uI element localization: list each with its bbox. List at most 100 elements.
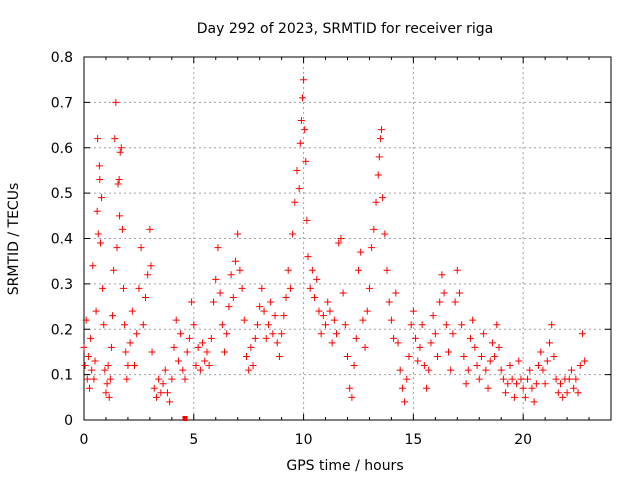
data-point	[376, 135, 384, 143]
data-point	[365, 284, 373, 292]
data-point	[499, 375, 507, 383]
data-point	[341, 321, 349, 329]
baseline-marker	[182, 416, 188, 421]
data-point	[445, 348, 453, 356]
data-point	[521, 393, 529, 401]
data-point	[495, 343, 503, 351]
data-point	[298, 94, 306, 102]
data-point	[221, 348, 229, 356]
data-point	[385, 298, 393, 306]
data-point	[486, 357, 494, 365]
data-point	[370, 225, 378, 233]
data-point	[458, 321, 466, 329]
data-point	[306, 284, 314, 292]
data-point	[466, 334, 474, 342]
data-point	[190, 321, 198, 329]
data-point	[116, 212, 124, 220]
data-point	[163, 389, 171, 397]
data-point	[147, 262, 155, 270]
data-point	[383, 266, 391, 274]
data-point	[548, 321, 556, 329]
data-point	[278, 330, 286, 338]
data-point	[271, 312, 279, 320]
data-point	[170, 343, 178, 351]
data-point	[429, 312, 437, 320]
data-point	[451, 298, 459, 306]
data-point	[361, 343, 369, 351]
data-point	[225, 303, 233, 311]
data-point	[423, 384, 431, 392]
data-point	[303, 216, 311, 224]
x-tick-label: 5	[189, 432, 198, 448]
data-point	[166, 398, 174, 406]
data-point	[126, 339, 134, 347]
data-point	[348, 393, 356, 401]
data-point	[392, 289, 400, 297]
data-point	[88, 366, 96, 374]
data-point	[354, 266, 362, 274]
data-point	[581, 357, 589, 365]
data-point	[258, 284, 266, 292]
data-point	[477, 352, 485, 360]
data-point	[469, 316, 477, 324]
y-tick-label: 0.8	[51, 50, 73, 66]
data-point	[157, 389, 165, 397]
y-axis-label: SRMTID / TECUs	[6, 183, 22, 296]
y-tick-label: 0.7	[51, 95, 73, 111]
data-point	[475, 375, 483, 383]
data-point	[401, 398, 409, 406]
data-point	[502, 389, 510, 397]
data-point	[115, 176, 123, 184]
data-point	[368, 244, 376, 252]
x-tick-label: 10	[295, 432, 313, 448]
data-point	[181, 375, 189, 383]
data-point	[440, 289, 448, 297]
data-point	[394, 339, 402, 347]
data-point	[152, 393, 160, 401]
data-point	[297, 117, 305, 125]
data-point	[526, 366, 534, 374]
data-point	[234, 230, 242, 238]
data-point	[462, 380, 470, 388]
data-point	[506, 362, 514, 370]
data-point	[174, 357, 182, 365]
data-point	[122, 348, 130, 356]
data-point	[436, 298, 444, 306]
data-point	[374, 171, 382, 179]
data-point	[104, 362, 112, 370]
data-point	[407, 321, 415, 329]
data-point	[275, 352, 283, 360]
data-point	[535, 362, 543, 370]
data-point	[352, 334, 360, 342]
data-point	[344, 352, 351, 360]
data-point	[346, 384, 354, 392]
data-point	[337, 235, 345, 242]
data-point	[493, 321, 501, 329]
data-point	[455, 289, 463, 297]
data-point	[381, 230, 389, 238]
data-point	[179, 366, 187, 374]
data-point	[148, 348, 156, 356]
data-point	[396, 366, 404, 374]
data-point	[322, 321, 330, 329]
data-point	[93, 207, 101, 215]
data-point	[532, 380, 540, 388]
data-point	[117, 144, 125, 152]
data-point	[98, 194, 106, 202]
data-point	[123, 375, 131, 383]
data-point	[412, 334, 420, 342]
data-point	[264, 321, 272, 329]
data-point	[508, 375, 516, 383]
data-point	[128, 307, 136, 315]
data-point	[504, 380, 512, 388]
data-point	[245, 366, 253, 374]
data-point	[280, 312, 288, 320]
data-point	[236, 266, 244, 274]
data-point	[159, 380, 167, 388]
data-point	[359, 316, 367, 324]
data-point	[131, 362, 139, 370]
data-point	[194, 343, 202, 351]
data-point	[144, 271, 152, 279]
data-point	[161, 366, 169, 374]
